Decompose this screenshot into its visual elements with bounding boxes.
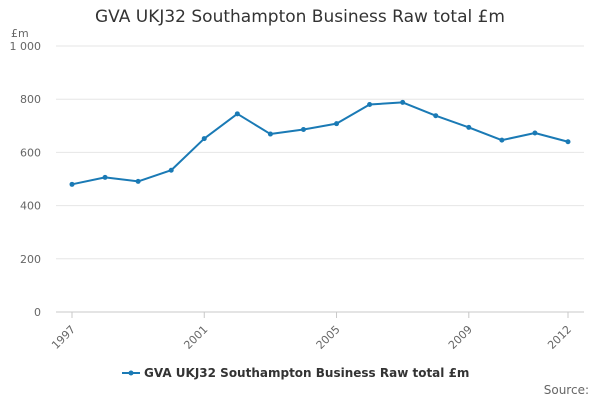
data-point[interactable] [466,124,472,130]
x-tick-label: 1997 [49,323,78,352]
data-point[interactable] [234,111,240,117]
data-point[interactable] [565,139,571,145]
legend-marker [128,370,134,376]
y-axis-ticks: 0 200 400 600 800 1 000 [10,40,42,319]
data-point[interactable] [367,102,373,108]
x-tick-label: 2012 [545,323,574,352]
data-point[interactable] [135,178,141,184]
x-tick-label: 2005 [314,323,343,352]
y-tick-label: 400 [20,200,41,213]
data-point[interactable] [499,137,505,143]
y-tick-label: 200 [20,253,41,266]
x-tick-label: 2009 [446,323,475,352]
y-tick-label: 600 [20,146,41,159]
data-point[interactable] [400,99,406,105]
x-axis-ticks: 1997 2001 2005 2009 2012 [49,312,574,352]
series-layer [69,99,571,187]
source-label: Source: [544,383,589,397]
legend-label: GVA UKJ32 Southampton Business Raw total… [144,366,469,380]
y-tick-label: 800 [20,93,41,106]
data-point[interactable] [334,121,340,127]
y-tick-label: 0 [34,306,41,319]
grid-lines [56,45,584,313]
data-point[interactable] [168,167,174,173]
data-point[interactable] [532,130,538,136]
data-point[interactable] [433,113,439,119]
data-point[interactable] [102,174,108,180]
x-tick-label: 2001 [181,323,210,352]
data-point[interactable] [69,181,75,187]
y-axis-unit-label: £m [11,27,29,40]
legend[interactable]: GVA UKJ32 Southampton Business Raw total… [122,366,469,380]
chart-title: GVA UKJ32 Southampton Business Raw total… [95,7,505,27]
data-point[interactable] [201,136,207,142]
data-point[interactable] [300,127,306,133]
series-line [71,101,569,186]
y-tick-label: 1 000 [10,40,42,53]
data-point[interactable] [267,131,273,137]
